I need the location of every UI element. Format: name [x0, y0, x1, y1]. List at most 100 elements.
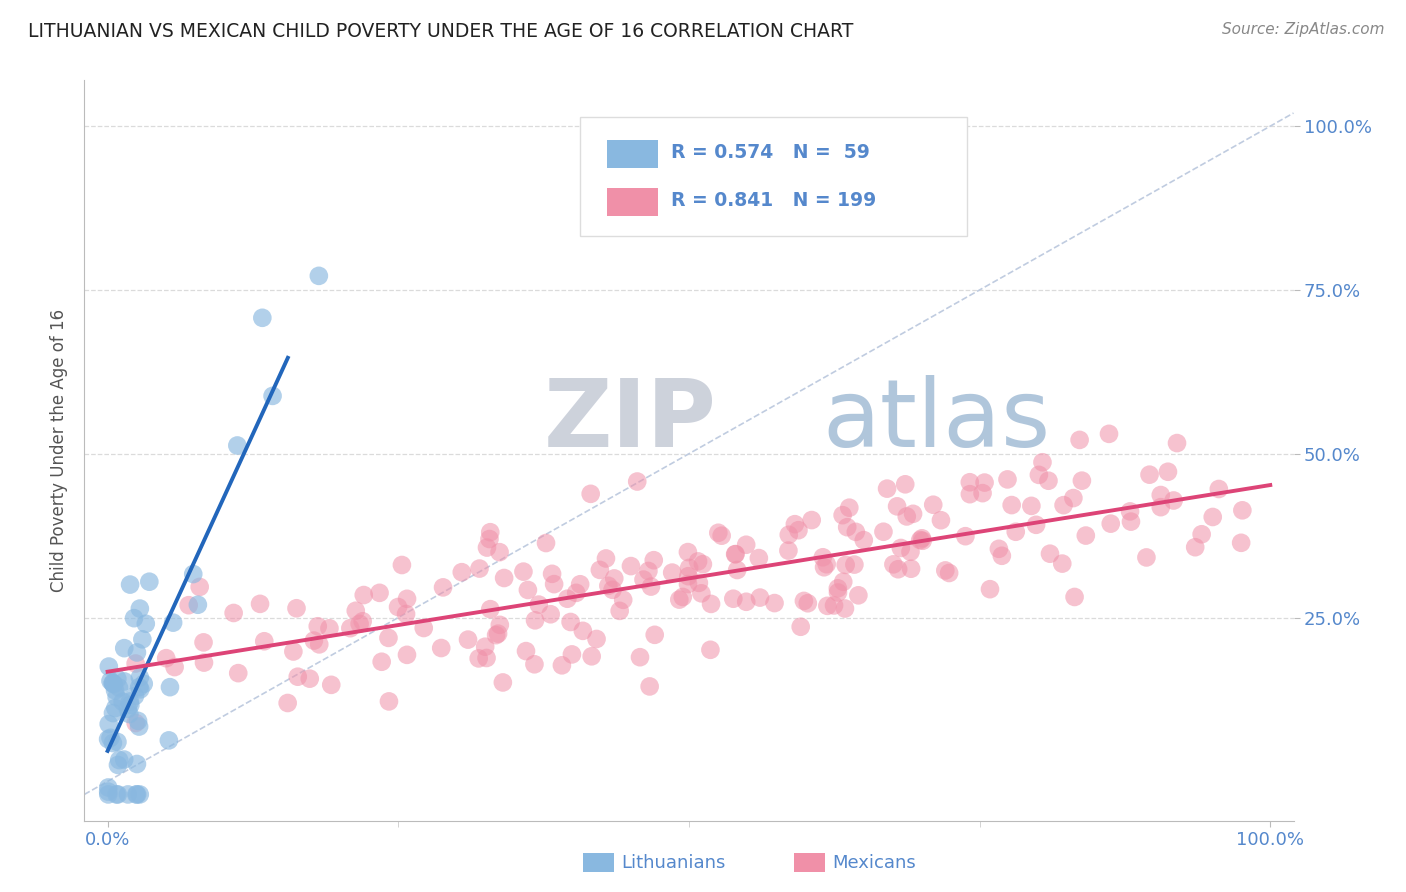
Point — [973, 475, 995, 490]
Point — [104, 683, 127, 698]
Point — [872, 524, 894, 539]
Point — [1099, 516, 1122, 531]
Point — [105, 672, 128, 686]
Point — [823, 599, 845, 613]
Point — [103, 677, 125, 691]
Point — [97, 788, 120, 802]
Point — [668, 592, 690, 607]
Point — [557, 591, 579, 606]
Point — [1001, 498, 1024, 512]
Point — [1063, 590, 1085, 604]
Point — [125, 757, 148, 772]
Point — [352, 614, 374, 628]
FancyBboxPatch shape — [581, 117, 967, 235]
Point — [1139, 467, 1161, 482]
Point — [1052, 498, 1074, 512]
Point — [97, 732, 120, 747]
Text: ZIP: ZIP — [544, 375, 717, 467]
Point — [128, 601, 150, 615]
Point — [101, 676, 124, 690]
Text: R = 0.574   N =  59: R = 0.574 N = 59 — [671, 144, 870, 162]
Point — [430, 640, 453, 655]
Point — [724, 547, 747, 561]
Point — [1025, 517, 1047, 532]
Point — [193, 656, 215, 670]
Point — [598, 579, 620, 593]
Text: Lithuanians: Lithuanians — [621, 854, 725, 871]
Point — [882, 558, 904, 572]
Point — [1098, 426, 1121, 441]
Point — [318, 621, 340, 635]
Point — [827, 582, 849, 596]
Point — [959, 475, 981, 490]
Point — [163, 660, 186, 674]
Point — [193, 635, 215, 649]
Point — [845, 524, 868, 539]
Point — [783, 517, 806, 532]
Point — [1021, 499, 1043, 513]
Point — [527, 598, 550, 612]
Point — [107, 735, 129, 749]
Point — [387, 600, 409, 615]
Point — [112, 674, 135, 689]
Point — [302, 633, 325, 648]
Point — [468, 561, 491, 575]
Point — [450, 565, 472, 579]
Point — [540, 607, 562, 622]
Text: atlas: atlas — [823, 375, 1050, 467]
Point — [543, 577, 565, 591]
Point — [252, 310, 274, 325]
Point — [377, 631, 399, 645]
Point — [815, 599, 838, 613]
Point — [633, 573, 655, 587]
Point — [1163, 493, 1185, 508]
Point — [676, 577, 699, 591]
Point — [457, 632, 479, 647]
Point — [644, 628, 666, 642]
FancyBboxPatch shape — [607, 139, 658, 168]
Point — [135, 616, 157, 631]
Point — [1062, 491, 1084, 505]
Point — [1038, 474, 1060, 488]
Point — [661, 566, 683, 580]
Point — [749, 591, 772, 605]
Point — [672, 590, 695, 604]
Point — [344, 604, 367, 618]
Point — [512, 565, 534, 579]
Point — [112, 641, 135, 656]
Point — [637, 564, 659, 578]
Point — [101, 706, 124, 720]
Point — [277, 696, 299, 710]
Point — [1202, 510, 1225, 524]
Point — [181, 567, 204, 582]
Point — [515, 644, 537, 658]
Point — [620, 559, 643, 574]
Point — [896, 509, 918, 524]
Point — [226, 666, 249, 681]
Text: Source: ZipAtlas.com: Source: ZipAtlas.com — [1222, 22, 1385, 37]
Point — [789, 620, 811, 634]
Point — [1135, 550, 1157, 565]
Point — [837, 520, 859, 534]
Point — [797, 596, 820, 610]
Point — [120, 698, 142, 712]
Point — [707, 525, 730, 540]
Point — [321, 678, 343, 692]
Point — [886, 500, 908, 514]
Point — [692, 558, 714, 572]
Text: LITHUANIAN VS MEXICAN CHILD POVERTY UNDER THE AGE OF 16 CORRELATION CHART: LITHUANIAN VS MEXICAN CHILD POVERTY UNDE… — [28, 22, 853, 41]
Text: Mexicans: Mexicans — [832, 854, 917, 871]
Point — [572, 624, 595, 638]
Point — [1230, 536, 1253, 550]
Point — [516, 582, 538, 597]
Point — [690, 586, 713, 600]
Point — [107, 788, 129, 802]
Point — [811, 550, 834, 565]
Point — [1157, 465, 1180, 479]
Point — [117, 788, 139, 802]
Point — [852, 533, 875, 548]
Point — [887, 562, 910, 576]
Point — [831, 508, 853, 523]
Point — [838, 500, 860, 515]
Point — [412, 621, 434, 635]
